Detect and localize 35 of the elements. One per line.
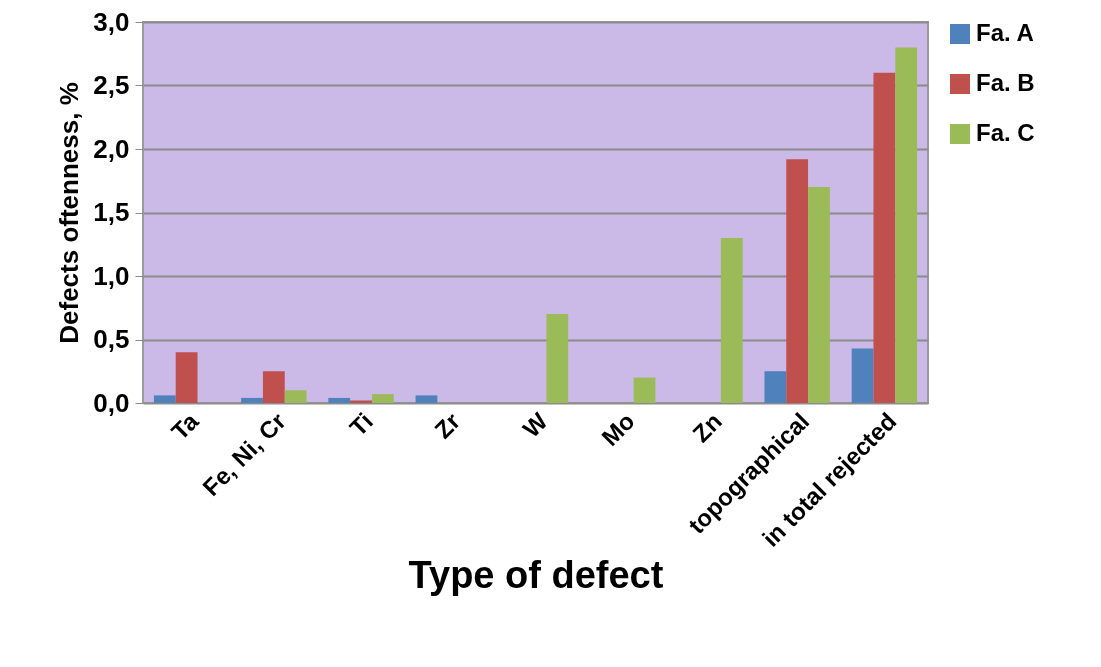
y-tick-label: 1,5 xyxy=(93,197,130,227)
y-tick-label: 0,0 xyxy=(93,387,130,418)
bar xyxy=(262,371,285,403)
x-tick-label: Zr xyxy=(429,407,466,444)
bar xyxy=(786,159,809,403)
bar xyxy=(764,371,787,403)
bar xyxy=(808,187,830,403)
bar xyxy=(175,352,198,403)
bar xyxy=(371,394,394,403)
bar xyxy=(328,397,351,403)
bar xyxy=(851,348,874,403)
y-axis-title: Defects oftenness, % xyxy=(54,82,85,344)
y-tick-label: 0,5 xyxy=(93,324,130,354)
bar xyxy=(153,395,176,403)
bar xyxy=(720,237,743,403)
y-tick-label: 3,0 xyxy=(93,6,130,37)
y-tick-label: 2,5 xyxy=(93,70,130,100)
legend-label: Fa. C xyxy=(976,119,1035,146)
bar xyxy=(895,47,918,403)
y-tick-label: 2,0 xyxy=(93,133,130,164)
x-tick-label: Mo xyxy=(596,407,640,451)
legend-label: Fa. A xyxy=(976,19,1034,46)
x-tick-label: W xyxy=(517,407,553,443)
y-tick-label: 1,0 xyxy=(93,260,130,291)
bar xyxy=(241,397,263,403)
bar xyxy=(350,400,372,403)
bar xyxy=(546,314,569,403)
bar xyxy=(415,395,438,403)
x-tick-label: Ti xyxy=(344,407,379,442)
bar xyxy=(633,377,656,403)
x-axis-title: Type of defect xyxy=(408,553,664,596)
bar xyxy=(873,72,896,403)
bar xyxy=(284,390,307,403)
legend-label: Fa. B xyxy=(976,69,1035,96)
x-tick-label: Ta xyxy=(165,406,205,446)
